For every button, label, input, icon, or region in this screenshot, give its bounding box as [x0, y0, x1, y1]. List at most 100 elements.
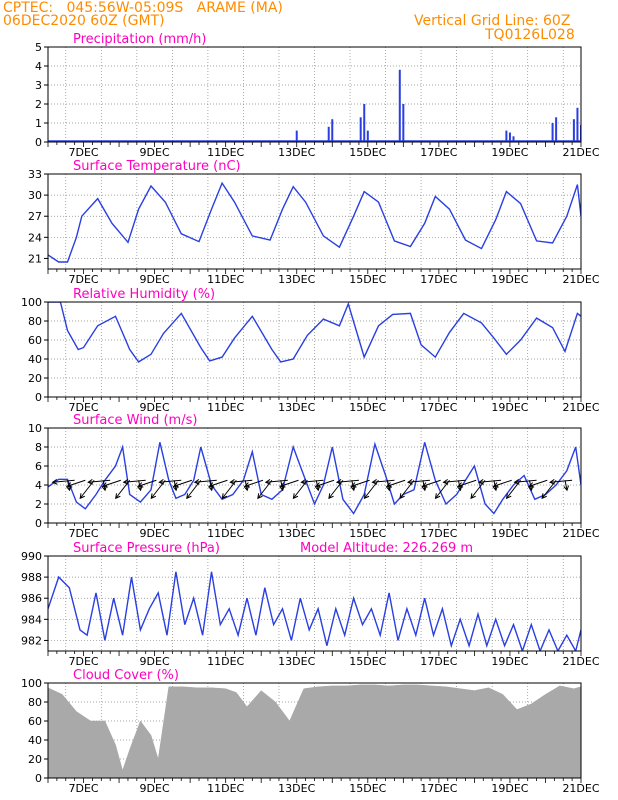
- wind-arrow: [115, 479, 131, 499]
- ytick-label: 20: [28, 372, 42, 385]
- rh-line: [48, 302, 581, 363]
- xtick-label: 7DEC: [68, 401, 98, 414]
- temp-title: Surface Temperature (nC): [73, 159, 241, 174]
- precip-title: Precipitation (mm/h): [73, 32, 206, 47]
- wind-arrow-head: [315, 482, 322, 488]
- xtick-label: 13DEC: [278, 782, 315, 795]
- ytick-label: 2: [35, 98, 42, 111]
- wind-arrow: [479, 479, 502, 483]
- wind-arrow: [173, 479, 193, 487]
- xtick-label: 7DEC: [68, 655, 98, 668]
- xtick-label: 21DEC: [562, 527, 599, 540]
- wind-arrow-head: [350, 482, 357, 488]
- cloud-panel: 0 20 40 60 80 100 7DEC 9DEC 11DEC 13DEC 15DEC 17DEC…: [21, 668, 600, 795]
- wind-arrow: [458, 479, 477, 487]
- wind-arrow: [88, 479, 111, 483]
- xtick-label: 19DEC: [491, 401, 528, 414]
- precip-bar: [363, 104, 366, 142]
- wind-arrow: [79, 479, 95, 499]
- cloud-area: [48, 684, 581, 778]
- wind-arrow: [372, 479, 395, 483]
- ytick-label: 24: [28, 231, 42, 244]
- header-model-code: TQ0126L028: [485, 27, 575, 43]
- xtick-label: 19DEC: [491, 273, 528, 286]
- xtick-label: 7DEC: [68, 782, 98, 795]
- precip-bar: [359, 117, 362, 142]
- rh-series: [48, 302, 581, 363]
- ytick-label: 0: [35, 772, 42, 785]
- xtick-label: 13DEC: [278, 146, 315, 159]
- wind-arrow-head: [457, 482, 464, 488]
- xtick-label: 9DEC: [140, 401, 170, 414]
- ytick-label: 100: [21, 677, 42, 690]
- wind-arrow-head: [300, 479, 307, 485]
- xtick-label: 15DEC: [349, 655, 386, 668]
- xtick-label: 19DEC: [491, 527, 528, 540]
- wind-arrow-head: [505, 493, 512, 500]
- xtick-label: 21DEC: [562, 782, 599, 795]
- xtick-label: 11DEC: [207, 655, 244, 668]
- wind-arrow-head: [243, 482, 250, 488]
- precip-bar: [505, 130, 508, 142]
- ytick-label: 990: [21, 550, 42, 563]
- model-altitude: Model Altitude: 226.269 m: [300, 541, 473, 556]
- wind-arrow: [159, 479, 182, 483]
- ytick-label: 60: [28, 334, 42, 347]
- xtick-label: 21DEC: [562, 401, 599, 414]
- precip-bar: [512, 136, 515, 142]
- wind-arrow: [443, 479, 466, 483]
- wind-arrow-head: [478, 479, 484, 485]
- wind-arrow-head: [221, 493, 228, 500]
- wind-arrow: [435, 479, 450, 499]
- wind-arrow: [386, 479, 406, 487]
- xtick-label: 9DEC: [140, 655, 170, 668]
- rh-title: Relative Humidity (%): [73, 287, 215, 302]
- precip-bar: [572, 119, 575, 142]
- temp-panel: 21 24 27 30 33 7DEC 9DEC 11DEC 13DEC 15DEC 17DEC 19…: [28, 159, 600, 286]
- temp-frame: [47, 173, 582, 270]
- pres-line: [48, 571, 581, 651]
- wind-arrow-head: [79, 493, 85, 500]
- wind-arrow: [336, 479, 359, 483]
- ytick-label: 33: [28, 168, 42, 181]
- ytick-label: 0: [35, 517, 42, 530]
- xtick-label: 15DEC: [349, 401, 386, 414]
- wind-arrow: [230, 479, 253, 483]
- ytick-label: 40: [28, 353, 42, 366]
- wind-arrow: [315, 479, 335, 487]
- wind-arrow-head: [421, 482, 428, 488]
- wind-arrow-head: [492, 482, 499, 488]
- xtick-label: 19DEC: [491, 782, 528, 795]
- ytick-label: 5: [35, 41, 42, 54]
- xtick-label: 17DEC: [420, 401, 457, 414]
- wind-series: [48, 441, 581, 515]
- temp-series: [48, 181, 581, 263]
- xtick-label: 15DEC: [349, 146, 386, 159]
- ytick-label: 982: [21, 634, 42, 647]
- wind-arrow-head: [150, 493, 157, 500]
- ytick-label: 3: [35, 79, 42, 92]
- precip-bar: [576, 107, 579, 142]
- xtick-label: 11DEC: [207, 273, 244, 286]
- wind-arrow: [292, 479, 308, 499]
- wind-arrow-head: [513, 479, 520, 485]
- xtick-label: 17DEC: [420, 273, 457, 286]
- wind-arrow: [399, 479, 415, 499]
- cloud-series: [48, 684, 581, 778]
- xtick-label: 15DEC: [349, 273, 386, 286]
- header-grid-line: Vertical Grid Line: 60Z: [414, 13, 571, 29]
- ytick-label: 2: [35, 498, 42, 511]
- ytick-label: 80: [28, 315, 42, 328]
- pres-title: Surface Pressure (hPa): [73, 541, 220, 556]
- precip-bar: [295, 130, 298, 142]
- xtick-label: 21DEC: [562, 655, 599, 668]
- wind-arrow-head: [406, 479, 413, 485]
- ytick-label: 80: [28, 696, 42, 709]
- precip-panel: 0 1 2 3 4 5 7DEC 9DEC 11DEC 13DEC 15DEC 17DEC 19DEC 2…: [35, 32, 600, 159]
- temp-line: [48, 181, 581, 263]
- wind-arrow: [550, 479, 573, 483]
- wind-arrow-head: [442, 479, 449, 485]
- wind-arrow: [470, 479, 486, 499]
- wind-arrow: [280, 479, 299, 487]
- wind-arrow: [529, 479, 548, 487]
